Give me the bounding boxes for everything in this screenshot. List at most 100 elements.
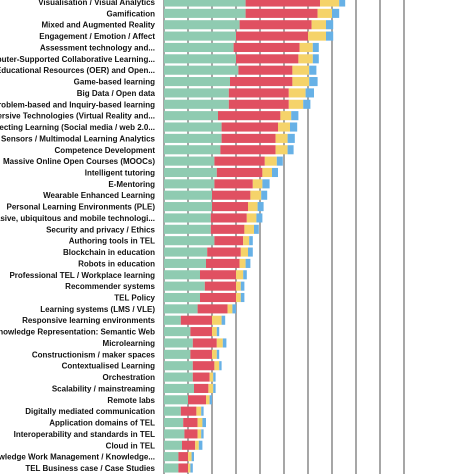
bar-segment-9-series-2 [288, 99, 304, 109]
category-label-10: Immersive Technologies (Virtual Reality … [0, 112, 155, 121]
bar-segment-22-series-1 [207, 247, 241, 257]
bar-segment-21-series-0 [164, 236, 215, 246]
bar-segment-33-series-2 [209, 372, 214, 382]
bar-segment-8-series-2 [288, 88, 306, 98]
bar-segment-23-series-2 [239, 258, 246, 268]
bar-segment-34-series-1 [194, 383, 209, 393]
bar-segment-24-series-2 [236, 270, 244, 280]
bar-segment-14-series-1 [214, 156, 265, 166]
bar-segment-15-series-2 [262, 167, 272, 178]
bar-segment-16-series-3 [262, 179, 270, 189]
bar-segment-28-series-3 [221, 315, 226, 325]
bar-segment-34-series-3 [213, 383, 216, 393]
category-label-34: Scalability / mainstreaming [52, 384, 155, 393]
bar-segment-4-series-0 [164, 42, 234, 53]
bar-segment-21-series-3 [249, 236, 253, 246]
bar-segment-39-series-1 [182, 440, 196, 450]
category-label-12: Sensors / Multimodal Learning Analytics [1, 134, 156, 143]
category-label-2: Mixed and Augmented Reality [42, 21, 156, 30]
bar-segment-37-series-0 [164, 417, 184, 428]
bar-segment-22-series-2 [240, 247, 248, 257]
bar-segment-19-series-0 [164, 213, 211, 223]
category-label-19: Pervasive, ubiquitous and mobile technol… [0, 214, 155, 223]
bar-segment-3-series-1 [236, 31, 308, 41]
bar-segment-28-series-1 [180, 315, 212, 325]
bar-segment-10-series-0 [164, 111, 218, 121]
bar-segment-26-series-0 [164, 292, 200, 303]
bar-segment-34-series-0 [164, 383, 194, 393]
bar-segment-41-series-2 [188, 463, 191, 473]
bar-segment-28-series-2 [212, 315, 222, 325]
bar-segment-35-series-1 [188, 395, 206, 405]
category-label-33: Orchestration [103, 373, 156, 382]
category-label-25: Recommender systems [65, 282, 155, 291]
bar-segment-36-series-1 [180, 406, 197, 416]
bar-segment-3-series-0 [164, 31, 236, 41]
category-label-3: Engagement / Emotion / Affect [39, 32, 155, 41]
bar-segment-21-series-1 [214, 236, 244, 246]
bar-segment-39-series-2 [195, 440, 199, 450]
bar-segment-0-series-0 [164, 0, 246, 7]
category-label-29: Knowledge Representation: Semantic Web [0, 328, 155, 337]
bar-segment-7-series-0 [164, 77, 230, 87]
bar-segment-16-series-1 [214, 179, 253, 189]
bar-segment-4-series-2 [299, 42, 313, 53]
bar-segment-37-series-2 [197, 417, 203, 428]
bar-segment-0-series-2 [320, 0, 340, 7]
bar-segment-40-series-3 [191, 452, 194, 462]
category-label-28: Responsive learning environments [22, 316, 155, 325]
category-label-14: Massive Online Open Courses (MOOCs) [3, 157, 155, 166]
bar-segment-29-series-3 [216, 327, 220, 337]
bar-segment-3-series-3 [326, 31, 334, 41]
bar-segment-1-series-3 [332, 8, 340, 18]
bar-segment-27-series-0 [164, 304, 198, 314]
bar-segment-26-series-2 [236, 292, 241, 303]
bar-segment-4-series-1 [233, 42, 300, 53]
bar-segment-4-series-3 [312, 42, 319, 53]
bar-segment-10-series-2 [280, 111, 292, 121]
bar-segment-11-series-0 [164, 122, 222, 132]
category-label-4: Assessment technology and... [40, 43, 155, 52]
bar-segment-32-series-0 [164, 361, 193, 371]
bar-segment-16-series-2 [252, 179, 263, 189]
bar-segment-20-series-0 [164, 224, 211, 234]
bar-segment-14-series-0 [164, 156, 215, 166]
bar-segment-30-series-3 [222, 338, 227, 348]
bar-segment-40-series-0 [164, 452, 179, 462]
bar-segment-27-series-1 [197, 304, 228, 314]
category-label-15: Intelligent tutoring [85, 168, 155, 177]
bar-segment-29-series-2 [212, 327, 217, 337]
bar-segment-29-series-0 [164, 327, 191, 337]
bar-segment-41-series-0 [164, 463, 179, 473]
category-label-0: Visualisation / Visual Analytics [38, 0, 155, 7]
bar-segment-17-series-1 [212, 190, 251, 200]
category-label-5: Computer-Supported Collaborative Learnin… [0, 55, 155, 64]
bar-segment-1-series-2 [317, 8, 332, 18]
bar-segment-6-series-3 [309, 65, 317, 75]
bar-segment-11-series-3 [290, 122, 298, 132]
bar-segment-31-series-2 [212, 349, 217, 359]
bar-segment-11-series-2 [278, 122, 290, 132]
category-label-37: Application domains of TEL [49, 419, 155, 428]
bar-segment-6-series-1 [238, 65, 293, 75]
bar-segment-2-series-0 [164, 20, 240, 30]
bar-segment-11-series-1 [221, 122, 278, 132]
bar-segment-30-series-2 [216, 338, 223, 348]
category-label-7: Game-based learning [74, 78, 155, 87]
category-label-31: Constructionism / maker spaces [32, 350, 156, 359]
bar-segment-13-series-1 [220, 145, 276, 155]
bar-segment-39-series-0 [164, 440, 182, 450]
bar-segment-13-series-0 [164, 145, 221, 155]
category-label-41: TEL Business case / Case Studies [25, 464, 155, 473]
bar-segment-41-series-1 [178, 463, 188, 473]
bar-segment-7-series-3 [309, 77, 318, 87]
bar-segment-30-series-0 [164, 338, 193, 348]
bar-segment-6-series-0 [164, 65, 239, 75]
category-labels: Visualisation / Visual Analytics Gamifica… [0, 0, 156, 473]
bar-segment-20-series-2 [244, 224, 254, 234]
bar-segment-1-series-1 [245, 8, 318, 18]
category-label-27: Learning systems (LMS / VLE) [40, 305, 155, 314]
bar-segment-35-series-2 [206, 395, 210, 405]
bar-segment-0-series-1 [245, 0, 320, 7]
